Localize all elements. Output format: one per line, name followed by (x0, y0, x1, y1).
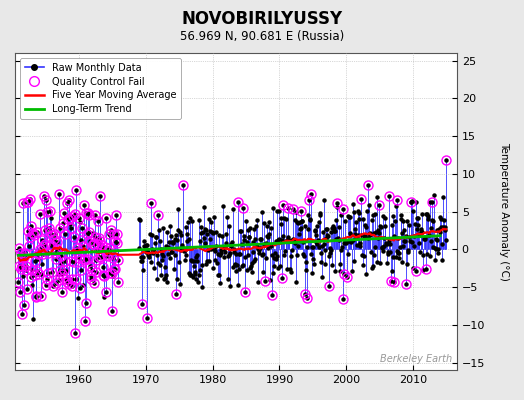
Text: NOVOBIRILYUSSY: NOVOBIRILYUSSY (181, 10, 343, 28)
Text: 56.969 N, 90.681 E (Russia): 56.969 N, 90.681 E (Russia) (180, 30, 344, 43)
Y-axis label: Temperature Anomaly (°C): Temperature Anomaly (°C) (499, 142, 509, 281)
Legend: Raw Monthly Data, Quality Control Fail, Five Year Moving Average, Long-Term Tren: Raw Monthly Data, Quality Control Fail, … (20, 58, 181, 119)
Text: Berkeley Earth: Berkeley Earth (380, 354, 452, 364)
